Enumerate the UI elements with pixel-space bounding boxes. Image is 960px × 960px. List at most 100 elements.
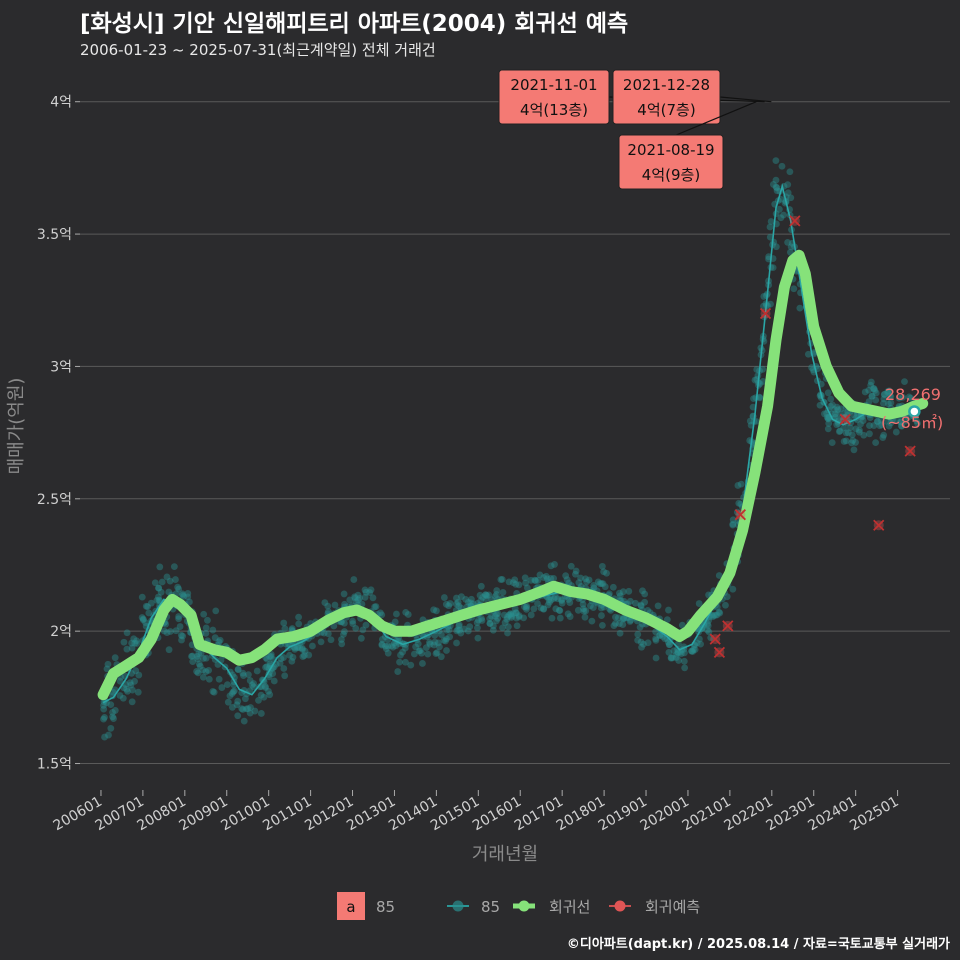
scatter-point	[511, 605, 519, 613]
scatter-point	[195, 660, 203, 668]
scatter-point	[652, 636, 660, 644]
scatter-point	[123, 645, 131, 653]
scatter-point	[654, 602, 662, 610]
forecast-mark-cross	[709, 633, 721, 645]
forecast-mark-cross	[873, 519, 885, 531]
scatter-point	[485, 591, 493, 599]
scatter-point	[338, 636, 345, 643]
scatter-point	[555, 606, 563, 614]
scatter-point	[456, 626, 464, 634]
scatter-point	[165, 646, 173, 654]
annotation-price: 4억(7층)	[637, 101, 695, 119]
annotation-box	[618, 134, 724, 190]
scatter-point	[396, 658, 403, 666]
scatter-point	[175, 585, 183, 593]
page-subtitle: 2006-01-23 ~ 2025-07-31(최근계약일) 전체 거래건	[80, 41, 436, 59]
scatter-point	[600, 568, 608, 576]
scatter-point	[317, 638, 325, 646]
scatter-point	[840, 409, 848, 417]
scatter-point	[205, 675, 213, 683]
scatter-point	[652, 635, 660, 643]
scatter-point	[200, 610, 208, 618]
scatter-point	[305, 651, 313, 659]
scatter-point	[276, 659, 284, 667]
scatter-point	[376, 609, 384, 617]
scatter-point	[193, 668, 200, 675]
scatter-point	[412, 643, 420, 651]
scatter-point	[359, 626, 367, 634]
scatter-point	[552, 605, 560, 613]
scatter-point	[550, 595, 558, 602]
scatter-point	[234, 666, 242, 673]
scatter-point	[442, 637, 449, 645]
forecast-mark-cross	[734, 509, 746, 521]
regression-line	[97, 249, 929, 701]
scatter-point	[205, 666, 213, 674]
scatter-point	[556, 607, 564, 615]
scatter-point	[598, 612, 605, 619]
scatter-point	[760, 293, 768, 300]
scatter-point	[667, 654, 675, 662]
scatter-point	[588, 617, 596, 625]
scatter-point	[638, 643, 645, 651]
scatter-point	[281, 672, 289, 680]
scatter-point	[392, 642, 400, 650]
annotation-date: 2021-08-19	[627, 141, 714, 159]
scatter-point	[211, 634, 219, 642]
scatter-point	[505, 611, 513, 619]
scatter-point	[868, 392, 876, 400]
scatter-point	[534, 600, 541, 607]
scatter-point	[540, 574, 548, 581]
scatter-point	[393, 610, 400, 618]
scatter-point	[119, 694, 127, 702]
scatter-point	[453, 594, 460, 602]
scatter-point	[827, 402, 834, 410]
scatter-point	[240, 672, 247, 679]
scatter-point	[784, 238, 791, 246]
scatter-point	[729, 521, 737, 529]
scatter-point	[616, 620, 623, 627]
scatter-point	[665, 641, 673, 649]
scatter-point	[531, 576, 539, 584]
scatter-point	[239, 706, 247, 713]
scatter-point	[291, 645, 299, 653]
scatter-point	[433, 649, 441, 657]
scatter-point	[729, 585, 737, 593]
scatter-point	[860, 431, 868, 439]
scatter-point	[677, 650, 685, 658]
scatter-point	[109, 713, 116, 721]
scatter-point	[652, 654, 660, 662]
annotation-box	[612, 69, 721, 125]
scatter-point	[245, 671, 252, 679]
scatter-point	[426, 638, 433, 646]
scatter-point	[879, 434, 887, 441]
scatter-point	[151, 579, 159, 587]
scatter-point	[696, 635, 703, 643]
scatter-point	[123, 629, 131, 637]
scatter-point	[437, 631, 445, 639]
source-caption: ©디아파트(dapt.kr) / 2025.08.14 / 자료=국토교통부 실…	[566, 937, 950, 952]
scatter-point	[248, 681, 256, 689]
legend-item-regression: 회귀선	[513, 898, 590, 916]
scatter-point	[670, 647, 678, 655]
scatter-point	[715, 608, 723, 616]
scatter-point	[821, 410, 828, 418]
scatter-point	[175, 615, 183, 623]
scatter-point	[416, 647, 424, 654]
scatter-point	[737, 480, 745, 488]
scatter-point	[580, 605, 587, 613]
scatter-point	[859, 417, 867, 424]
scatter-point	[867, 378, 875, 386]
scatter-point	[548, 614, 556, 622]
scatter-point	[522, 579, 530, 587]
scatter-point	[120, 684, 128, 692]
scatter-point	[414, 640, 422, 648]
scatter-point	[834, 406, 842, 414]
scatter-point	[257, 710, 265, 717]
scatter-point	[100, 715, 107, 723]
scatter-point	[491, 612, 499, 620]
legend-label: 회귀선	[549, 898, 590, 916]
scatter-point	[415, 647, 423, 655]
regression-layer	[97, 249, 929, 701]
